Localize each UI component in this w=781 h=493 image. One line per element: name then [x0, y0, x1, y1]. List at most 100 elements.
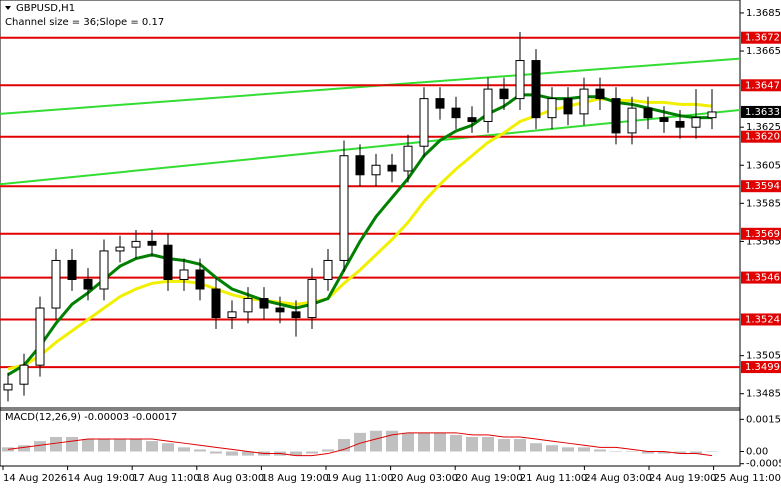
candle-body — [707, 111, 717, 119]
macd-bar — [114, 439, 126, 452]
macd-bar — [690, 451, 702, 454]
candle-body — [467, 117, 477, 122]
candle-body — [211, 288, 221, 319]
x-tick-label: 19 Aug 11:00 — [326, 473, 393, 484]
x-tick-label: 24 Aug 03:00 — [584, 473, 651, 484]
candle-body — [115, 246, 125, 252]
candle-body — [19, 364, 29, 385]
macd-y-tick-label: -0.00059 — [746, 459, 781, 470]
y-tick-label: 1.3565 — [746, 236, 781, 247]
candle-body — [323, 259, 333, 280]
candle-body — [515, 60, 525, 100]
macd-bar — [18, 445, 30, 452]
macd-bar — [98, 439, 110, 452]
macd-bar — [514, 439, 526, 452]
macd-y-tick-label: 0.00155 — [746, 414, 781, 425]
candle-body — [371, 164, 381, 176]
macd-bar — [306, 451, 318, 454]
candle-body — [419, 98, 429, 147]
candle-body — [339, 155, 349, 261]
macd-bar — [626, 451, 638, 452]
macd-bar — [290, 451, 302, 456]
y-tick-label: 1.3685 — [746, 8, 781, 19]
candle-body — [643, 107, 653, 119]
x-tick-label: 25 Aug 11:00 — [714, 473, 781, 484]
candle-body — [259, 298, 269, 309]
candle-body — [355, 155, 365, 176]
macd-bar — [50, 436, 62, 452]
macd-bar — [162, 443, 174, 452]
macd-bar — [658, 451, 670, 454]
macd-bar — [498, 439, 510, 452]
candle-body — [3, 383, 13, 391]
candle-body — [179, 269, 189, 280]
x-tick-label: 24 Aug 19:00 — [649, 473, 716, 484]
x-tick-label: 14 Aug 2026 — [3, 473, 67, 484]
macd-signal — [7, 432, 713, 457]
macd-bar — [402, 432, 414, 452]
macd-bar — [178, 447, 190, 452]
candle-body — [675, 120, 685, 128]
macd-bar — [466, 436, 478, 452]
candle-body — [163, 244, 173, 280]
y-tick-label: 1.3585 — [746, 198, 781, 209]
ma-fast — [7, 93, 712, 376]
macd-bar — [130, 439, 142, 452]
ma-slow — [7, 97, 713, 371]
level-label-box — [741, 271, 781, 284]
macd-bar — [210, 451, 222, 454]
candle-body — [99, 250, 109, 290]
macd-bar — [354, 432, 366, 452]
menu-arrow — [5, 6, 11, 10]
x-tick-label: 18 Aug 19:00 — [261, 473, 328, 484]
y-tick-label: 1.3605 — [746, 160, 781, 171]
candle-body — [435, 98, 445, 109]
x-tick-label: 20 Aug 03:00 — [391, 473, 458, 484]
macd-bar — [418, 432, 430, 452]
level-label: 1.3672 — [745, 33, 780, 44]
candle-body — [563, 98, 573, 115]
x-tick-label: 20 Aug 19:00 — [455, 473, 522, 484]
candle-body — [403, 145, 413, 172]
level-label: 1.3569 — [745, 229, 780, 240]
macd-bar — [322, 449, 334, 452]
last-price-box — [741, 105, 781, 118]
last-price-label: 1.3633 — [745, 107, 780, 118]
x-tick-label: 14 Aug 19:00 — [68, 473, 135, 484]
chart-subtitle: Channel size = 36;Slope = 0.17 — [5, 17, 164, 28]
candle-body — [691, 117, 701, 128]
macd-bar — [34, 441, 46, 452]
candle-body — [531, 60, 541, 119]
macd-bar — [546, 445, 558, 452]
level-label-box — [741, 130, 781, 143]
level-label-box — [741, 79, 781, 92]
macd-bar — [594, 449, 606, 452]
candle-body — [659, 117, 669, 122]
macd-label: MACD(12,26,9) -0.00003 -0.00017 — [5, 412, 177, 423]
macd-bar — [434, 432, 446, 452]
macd-bar — [450, 434, 462, 452]
macd-bar — [482, 436, 494, 452]
candle-body — [67, 259, 77, 280]
macd-bar — [610, 451, 622, 452]
macd-bar — [530, 443, 542, 452]
level-label: 1.3524 — [745, 314, 780, 325]
level-label: 1.3499 — [745, 362, 780, 373]
candle-body — [595, 88, 605, 100]
macd-bar — [706, 451, 718, 452]
macd-bar — [578, 447, 590, 452]
candle-body — [579, 88, 589, 115]
level-label-box — [741, 361, 781, 374]
level-label-box — [741, 227, 781, 240]
candle-body — [627, 107, 637, 134]
level-label: 1.3647 — [745, 80, 780, 91]
candle-body — [195, 269, 205, 290]
candle-body — [307, 278, 317, 319]
level-label: 1.3546 — [745, 273, 780, 284]
candle-body — [483, 88, 493, 122]
candle-body — [243, 298, 253, 313]
candle-body — [227, 311, 237, 319]
macd-y-tick-label: 0.00 — [746, 446, 768, 457]
macd-bar — [562, 447, 574, 452]
